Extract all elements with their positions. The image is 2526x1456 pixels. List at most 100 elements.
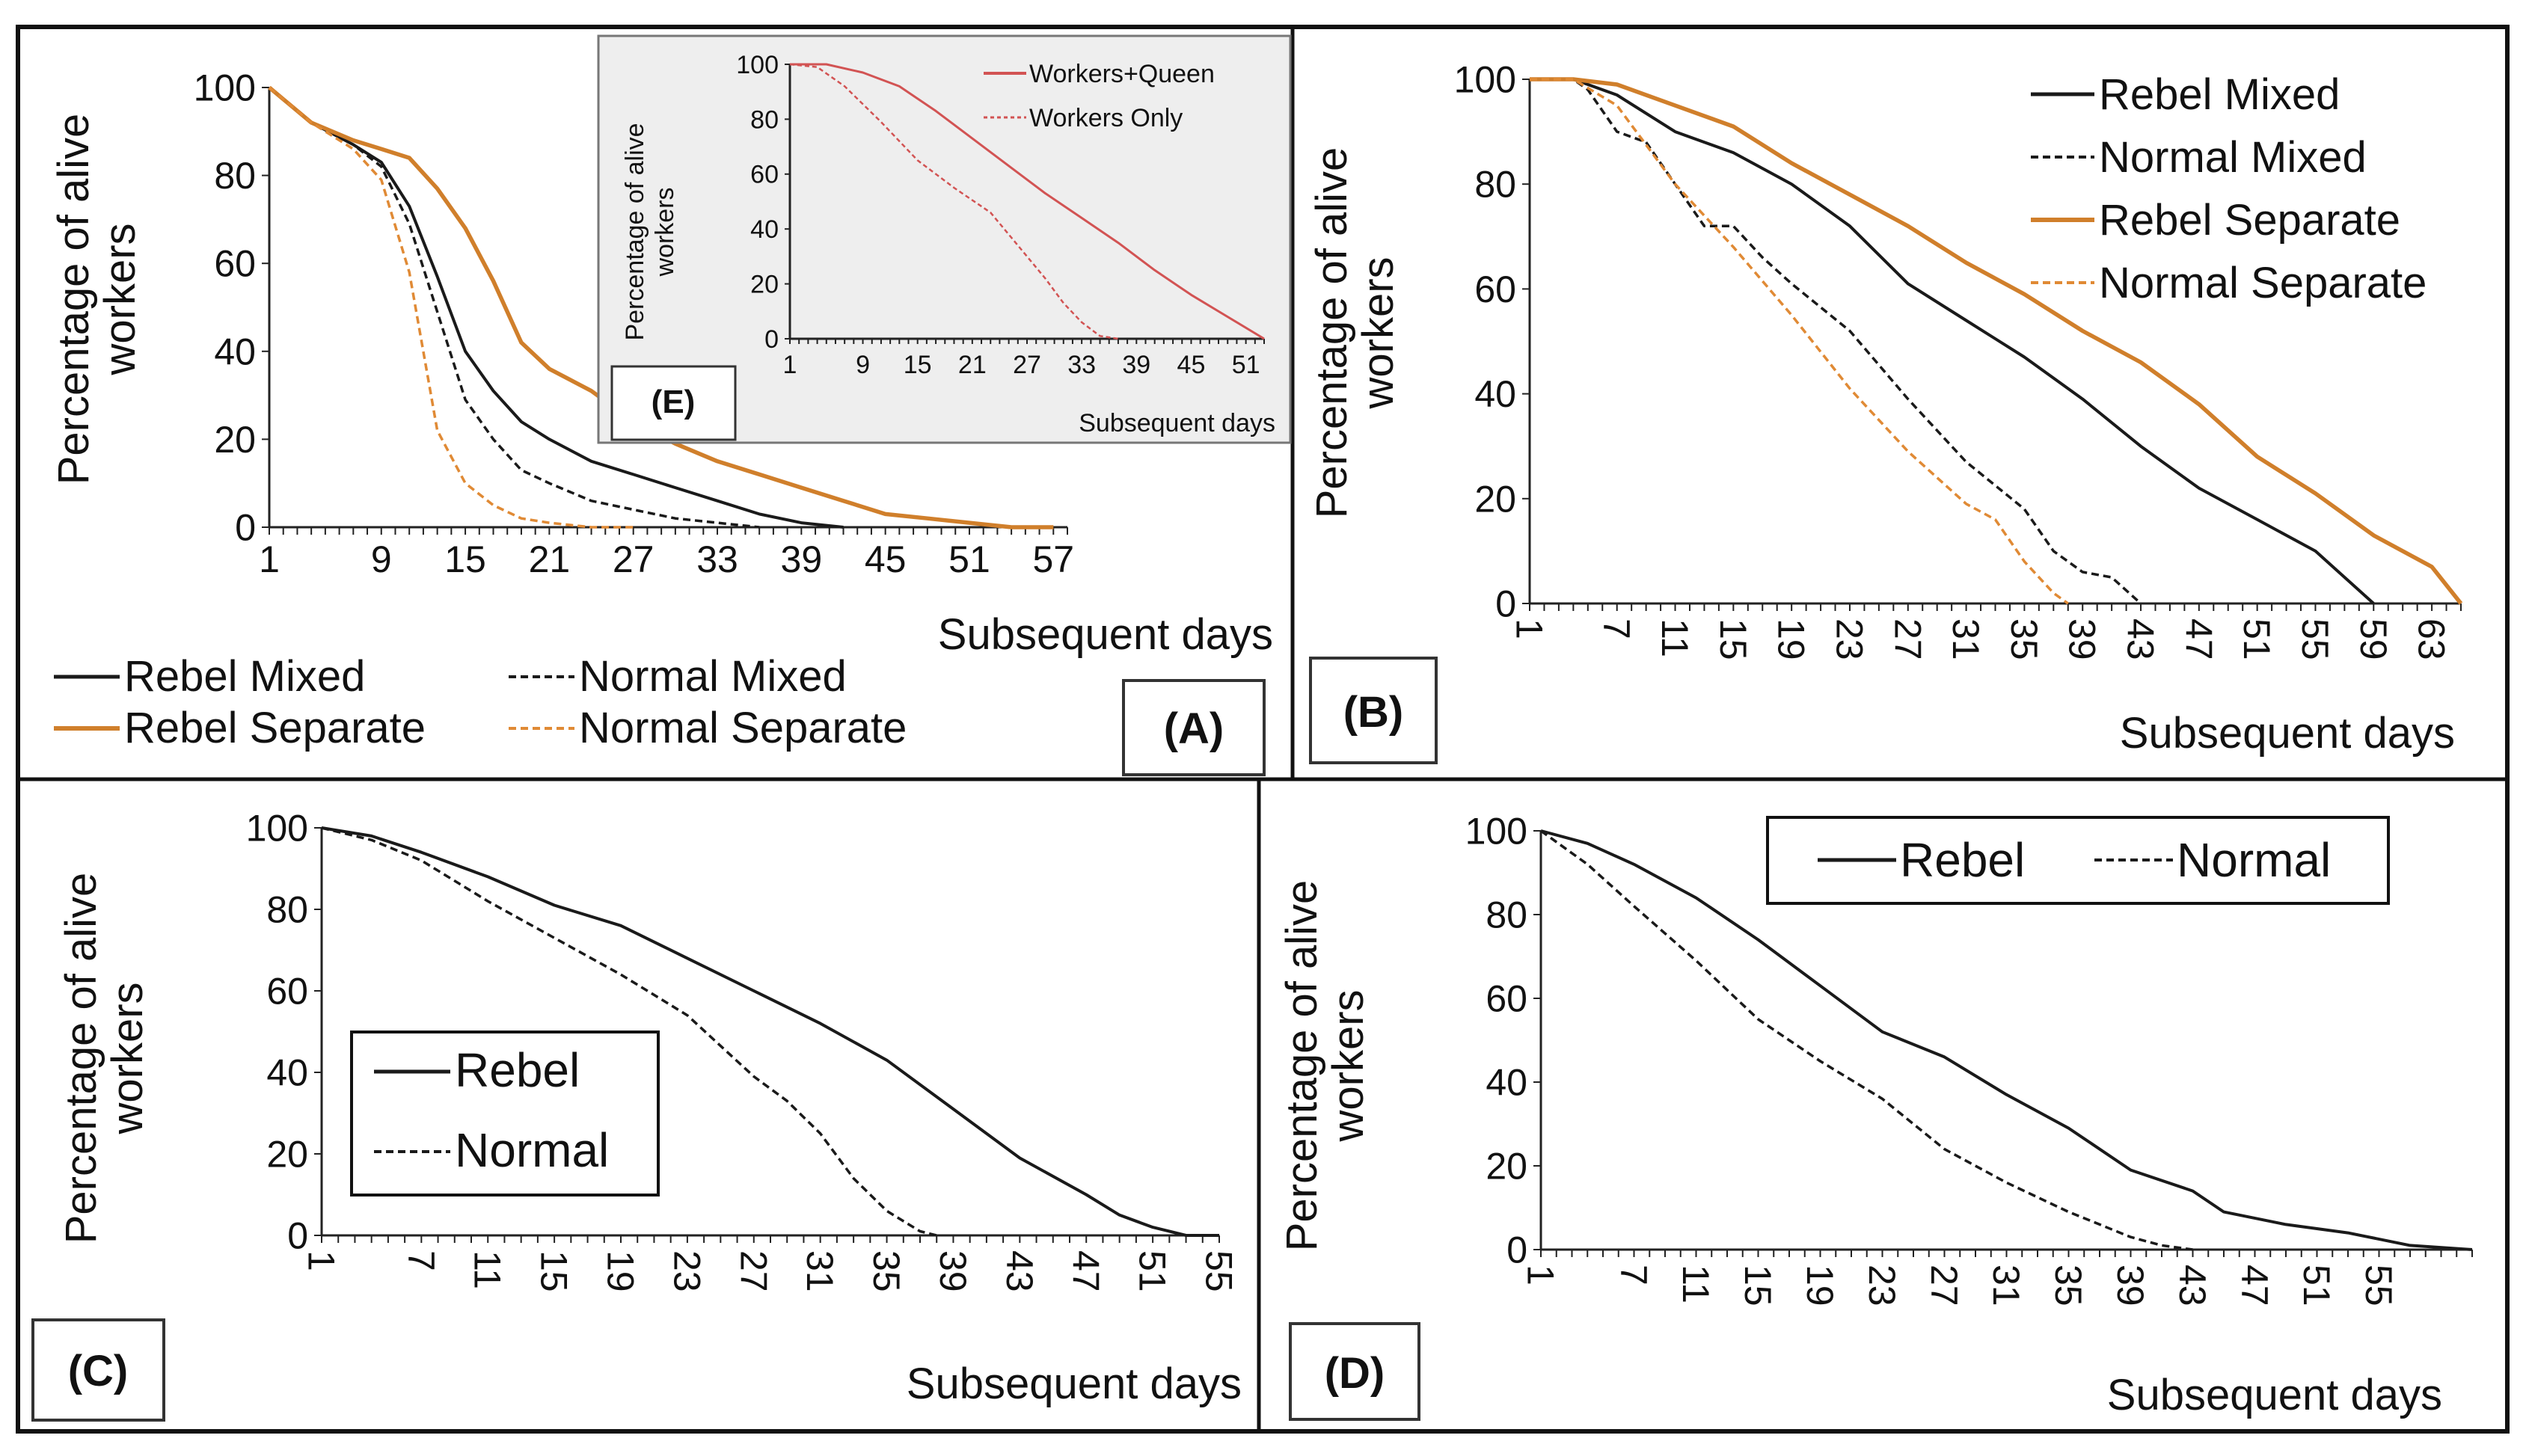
panel-d-ylabel-line2: workers [1324,989,1373,1142]
panel-d-y-tick-label: 60 [1486,978,1527,1020]
panel-c-x-tick-label: 43 [999,1250,1040,1292]
panel-d-label: (D) [1325,1349,1385,1398]
panel-e-x-tick-label: 51 [1232,351,1260,379]
panel-d-plot: 0 20 40 60 80 100 1 7 11 15 19 23 27 31 35 39 43 47 51 55 [1465,811,2473,1306]
panel-b-x-tick-label: 35 [2003,618,2045,660]
panel-c-x-tick-label: 1 [301,1250,343,1271]
panel-e-ylabel-line1: Percentage of alive [621,123,649,340]
panel-a-y-tick-label: 60 [214,243,256,285]
panel-a-y-tick-label: 100 [194,67,256,109]
panel-b-y-tick-label: 20 [1474,478,1516,520]
panel-e-x-tick-label: 1 [783,351,797,379]
panel-b-x-tick-label: 23 [1828,618,1870,660]
panel-b-legend: Rebel Mixed Normal Mixed Rebel Separate … [2031,70,2427,307]
panel-c-x-tick-label: 55 [1198,1250,1240,1292]
panel-c-y-tick-label: 60 [266,971,308,1013]
panel-e-x-tick-label: 21 [958,351,987,379]
panel-c-y-tick-label: 80 [266,889,308,931]
panel-c-legend: Rebel Normal [350,1030,660,1197]
panel-a-x-tick-label: 9 [371,538,392,580]
panel-c-label: (C) [68,1347,129,1395]
panel-b-y-tick-label: 0 [1495,583,1516,625]
panel-b-y-tick-label: 40 [1474,373,1516,415]
panel-a-x-tick-label: 15 [444,538,486,580]
panel-b-x-tick-label: 7 [1595,618,1637,639]
panel-e-label: (E) [652,384,696,420]
panel-e-x-tick-label: 27 [1013,351,1041,379]
panel-b-x-tick-label: 59 [2352,618,2394,660]
panel-d-x-tick-label: 51 [2296,1265,2338,1306]
panel-a-x-tick-label: 45 [865,538,907,580]
panel-e-x-tick-label: 15 [904,351,932,379]
panel-a-label-box [1122,679,1266,776]
panel-a-series-rebel-mixed [268,86,844,529]
panel-d-x-tick-label: 39 [2109,1265,2151,1306]
legend-label-normal-mixed: Normal Mixed [2099,133,2367,182]
panel-c-x-tick-label: 51 [1132,1250,1174,1292]
panel-e-series-workers-queen [790,63,1265,340]
panel-d-ylabel-line1: Percentage of alive [1278,880,1326,1252]
panel-d-x-tick-label: 27 [1923,1265,1965,1306]
panel-a-legend: Rebel Mixed Normal Mixed Rebel Separate … [54,652,907,752]
panel-d-x-tick-label: 19 [1799,1265,1841,1306]
panel-a-x-tick-label: 39 [781,538,823,580]
panel-c-series-normal [321,826,937,1237]
panel-d-x-tick-label: 1 [1520,1265,1562,1285]
panel-a-plot: 0 20 40 60 80 100 1 9 15 21 27 33 39 45 51 57 [194,67,1075,581]
panel-a-y-tick-label: 40 [214,331,256,372]
panel-c-x-tick-label: 31 [799,1250,841,1292]
panel-e-series-workers-only [789,63,1119,340]
panel-d: 0 20 40 60 80 100 1 7 11 15 19 23 27 31 35 39 43 47 51 55 P… [1278,811,2473,1421]
panel-b-y-tick-label: 60 [1474,268,1516,310]
panel-e-label-box [610,365,737,441]
panel-b-label: (B) [1343,688,1404,737]
panel-d-x-tick-label: 43 [2171,1265,2213,1306]
legend-label-normal-separate: Normal Separate [2099,259,2427,307]
panel-d-y-tick-label: 0 [1506,1229,1527,1271]
panel-d-x-tick-label: 23 [1861,1265,1903,1306]
panel-d-x-tick-label: 11 [1675,1265,1717,1303]
panel-b-x-tick-label: 51 [2236,618,2278,660]
panel-e-y-tick-label: 80 [750,105,779,134]
panel-b-plot: 0 20 40 60 80 100 1 7 11 15 19 23 27 31 35 39 43 47 51 55 59… [1454,59,2463,660]
legend-label-rebel-mixed: Rebel Mixed [2099,70,2340,119]
panel-a-y-tick-label: 20 [214,419,256,461]
panel-a-x-tick-label: 21 [529,538,571,580]
panel-e-y-tick-label: 0 [764,325,779,354]
panel-d-x-tick-label: 35 [2047,1265,2089,1306]
panel-e-y-tick-label: 100 [736,51,779,79]
panel-c-x-tick-label: 27 [732,1250,774,1292]
panel-e-y-tick-label: 60 [750,161,779,189]
panel-b: 0 20 40 60 80 100 1 7 11 15 19 23 27 31 35 39 43 47 51 55 59… [1308,59,2463,764]
panel-c-x-tick-label: 23 [666,1250,708,1292]
panel-c-ylabel-line1: Percentage of alive [57,873,105,1244]
panel-c-y-tick-label: 40 [266,1052,308,1094]
panel-c-y-tick-label: 100 [246,808,308,850]
panel-e-x-tick-label: 45 [1177,351,1206,379]
panel-d-x-tick-label: 47 [2234,1265,2275,1306]
panel-b-x-tick-label: 27 [1886,618,1928,660]
panel-b-series-normal-mixed [1530,78,2142,605]
panel-d-y-tick-label: 20 [1486,1146,1527,1188]
panel-a-y-tick-label: 80 [214,155,256,197]
panel-c-x-tick-label: 19 [600,1250,642,1292]
panel-a-x-tick-label: 33 [696,538,738,580]
panel-c-x-tick-label: 7 [400,1250,442,1271]
legend-label-normal: Normal [455,1123,609,1177]
legend-label-normal-separate: Normal Separate [579,704,907,752]
panel-b-series-normal-separate [1530,78,2069,605]
panel-c-x-tick-label: 47 [1065,1250,1107,1292]
panel-b-x-tick-label: 15 [1712,618,1754,660]
panel-a-x-tick-label: 57 [1032,538,1074,580]
panel-d-y-tick-label: 100 [1465,811,1527,853]
panel-a-x-tick-label: 51 [948,538,990,580]
panel-b-x-tick-label: 47 [2177,618,2219,660]
panel-c-plot: 0 20 40 60 80 100 1 7 11 15 19 23 27 31 35 39 43 47 51 55 [246,808,1240,1292]
panel-c-series-rebel [321,826,1219,1237]
legend-label-normal: Normal [2177,833,2331,887]
panel-e-inset: 0 20 40 60 80 100 1 9 15 21 27 33 39 45 51 Percentage … [597,34,1292,444]
panel-a: 0 20 40 60 80 100 1 9 15 21 27 33 39 45 51 57 Percentag… [49,67,1273,776]
panel-a-label: (A) [1164,704,1224,753]
panel-b-series-rebel-separate [1530,77,2463,605]
panel-b-y-tick-label: 80 [1474,164,1516,206]
